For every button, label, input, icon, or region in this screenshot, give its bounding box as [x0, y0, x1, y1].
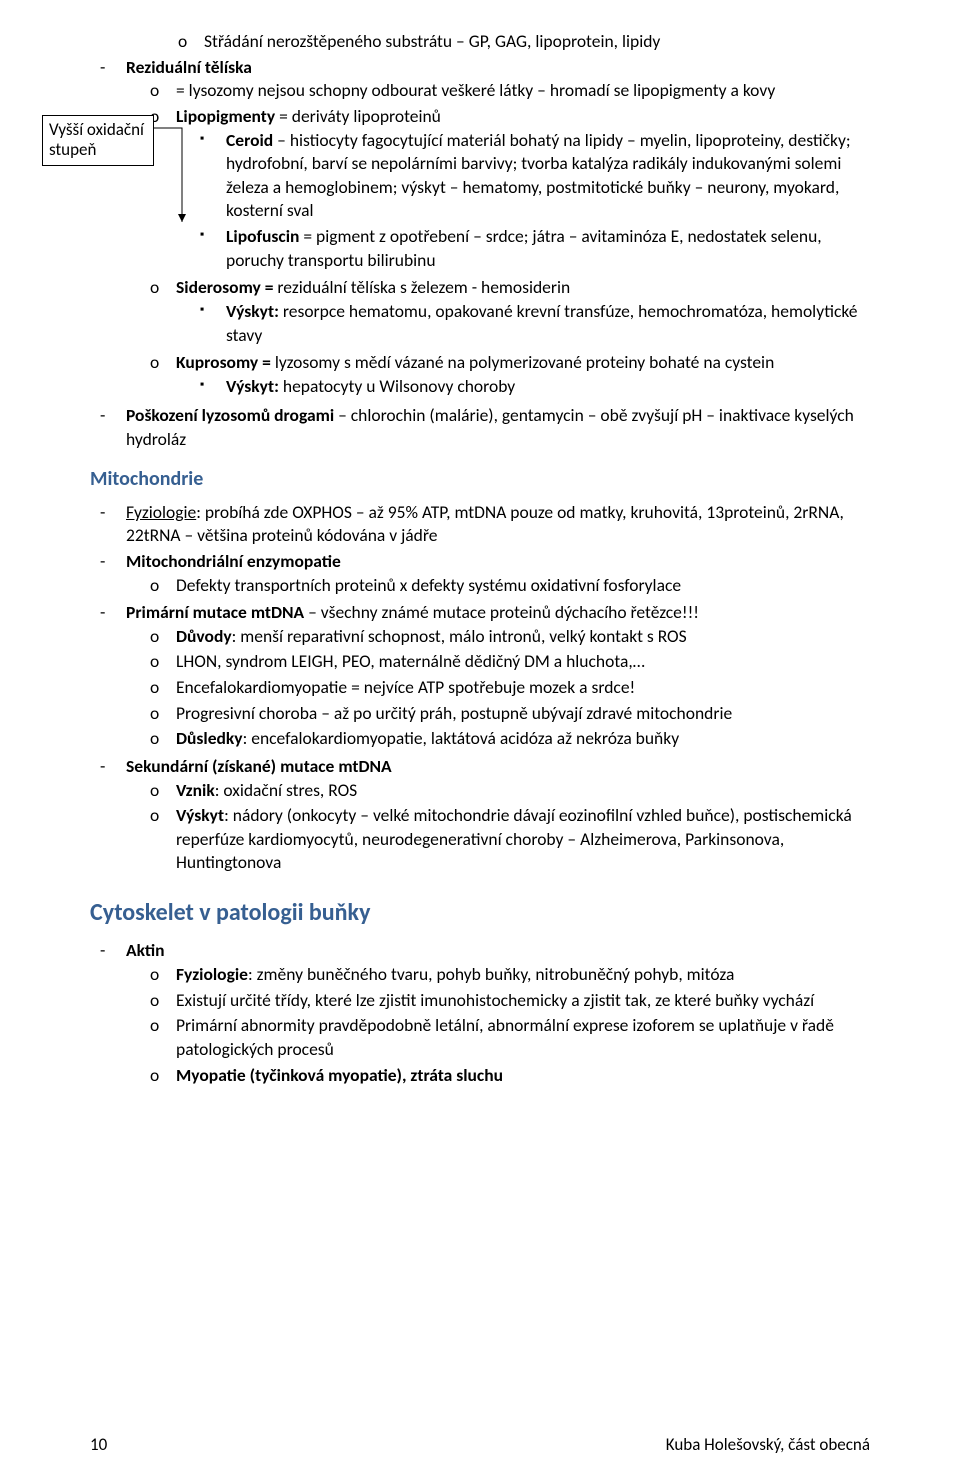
dash-icon: - — [100, 501, 126, 548]
text: : menší reparativní schopnost, málo intr… — [232, 625, 687, 647]
text: Střádání nerozštěpeného substrátu – GP, … — [204, 30, 870, 54]
bullet-icon: o — [150, 625, 176, 649]
label: Výskyt: — [226, 375, 283, 397]
dash-icon: - — [100, 56, 126, 403]
square-icon: ▪ — [200, 131, 226, 226]
bullet-icon: o — [178, 30, 204, 54]
label: Fyziologie — [176, 963, 248, 985]
footer-author: Kuba Holešovský, část obecná — [666, 1434, 870, 1457]
text: Primární abnormity pravděpodobně letální… — [176, 1014, 870, 1061]
label: Aktin — [126, 939, 165, 961]
label: Vznik — [176, 779, 215, 801]
dash-icon: - — [100, 601, 126, 753]
label: Důvody — [176, 625, 232, 647]
bullet-icon: o — [150, 79, 176, 103]
document-page: Vyšší oxidační stupeň o Střádání nerozšt… — [0, 0, 960, 1481]
label: Výskyt — [176, 804, 224, 826]
heading: Reziduální tělíska — [126, 56, 252, 78]
label: Lipofuscin — [226, 225, 299, 247]
bullet-icon: o — [150, 1014, 176, 1061]
label: Primární mutace mtDNA — [126, 601, 304, 623]
bullet-icon: o — [150, 702, 176, 726]
text: : encefalokardiomyopatie, laktátová acid… — [243, 727, 680, 749]
text: Defekty transportních proteinů x defekty… — [176, 574, 870, 598]
label: Kuprosomy = — [176, 351, 275, 373]
text: : oxidační stres, ROS — [215, 779, 357, 801]
bullet-icon: o — [150, 963, 176, 987]
callout-text: Vyšší oxidační stupeň — [49, 119, 144, 160]
text: = pigment z opotřebení – srdce; játra – … — [226, 225, 822, 271]
bullet-icon: o — [150, 650, 176, 674]
label: Sekundární (získané) mutace mtDNA — [126, 755, 392, 777]
bullet-icon: o — [150, 574, 176, 598]
bullet-icon: o — [150, 351, 176, 400]
dash-icon: - — [100, 939, 126, 1089]
text: : změny buněčného tvaru, pohyb buňky, ni… — [248, 963, 734, 985]
section-heading-mitochondrie: Mitochondrie — [90, 466, 870, 493]
square-icon: ▪ — [200, 302, 226, 349]
text: hepatocyty u Wilsonovy choroby — [283, 375, 515, 397]
text: = deriváty lipoproteinů — [275, 105, 441, 127]
dash-icon: - — [100, 550, 126, 599]
text: – všechny známé mutace proteinů dýchacíh… — [304, 601, 699, 623]
label: Důsledky — [176, 727, 243, 749]
text: lyzosomy s mědí vázané na polymerizované… — [275, 351, 774, 373]
dash-icon: - — [100, 755, 126, 877]
text: Progresivní choroba – až po určitý práh,… — [176, 702, 870, 726]
text: : probíhá zde OXPHOS – až 95% ATP, mtDNA… — [126, 501, 844, 547]
text: Myopatie (tyčinková myopatie), ztráta sl… — [176, 1064, 870, 1088]
callout-box: Vyšší oxidační stupeň — [42, 115, 154, 166]
section-heading-cytoskelet: Cytoskelet v patologii buňky — [90, 897, 870, 929]
label: Poškození lyzosomů drogami — [126, 404, 334, 426]
bullet-icon: o — [150, 727, 176, 751]
bullet-icon: o — [150, 276, 176, 349]
page-number: 10 — [90, 1434, 107, 1457]
text: resorpce hematomu, opakované krevní tran… — [226, 300, 857, 346]
bullet-icon: o — [150, 676, 176, 700]
text: : nádory (onkocyty – velké mitochondrie … — [176, 804, 852, 873]
label: Siderosomy = — [176, 276, 277, 298]
bullet-icon: o — [150, 779, 176, 803]
bullet-icon: o — [150, 1064, 176, 1088]
square-icon: ▪ — [200, 227, 226, 274]
square-icon: ▪ — [200, 377, 226, 401]
bullet-icon: o — [150, 804, 176, 875]
label: Lipopigmenty — [176, 105, 275, 127]
dash-icon: - — [100, 404, 126, 451]
text: LHON, syndrom LEIGH, PEO, maternálně děd… — [176, 650, 870, 674]
label: Fyziologie — [126, 501, 196, 523]
text: Existují určité třídy, které lze zjistit… — [176, 989, 870, 1013]
label: Mitochondriální enzymopatie — [126, 550, 341, 572]
label: Výskyt: — [226, 300, 283, 322]
bullet-icon: o — [150, 989, 176, 1013]
label: Ceroid — [226, 129, 273, 151]
text: = lysozomy nejsou schopny odbourat veške… — [176, 79, 870, 103]
text: reziduální tělíska s železem - hemosider… — [277, 276, 570, 298]
page-footer: 10 Kuba Holešovský, část obecná — [90, 1434, 870, 1457]
text: – histiocyty fagocytující materiál bohat… — [226, 129, 851, 222]
text: Encefalokardiomyopatie = nejvíce ATP spo… — [176, 676, 870, 700]
